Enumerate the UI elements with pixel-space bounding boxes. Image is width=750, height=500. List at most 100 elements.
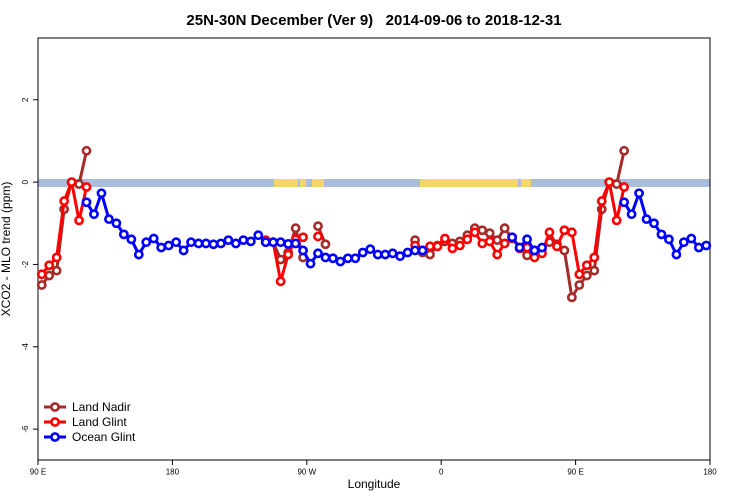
x-tick-label: 180 [703, 468, 717, 477]
data-point [634, 188, 644, 199]
data-point [387, 248, 398, 259]
data-point [342, 253, 353, 264]
data-point [81, 197, 92, 208]
data-point [432, 241, 443, 252]
data-point [59, 196, 70, 206]
data-point [425, 241, 435, 252]
data-point [178, 245, 189, 256]
data-point [484, 236, 495, 247]
data-point [425, 249, 435, 260]
data-point [350, 253, 361, 264]
land-mask [38, 179, 710, 187]
data-point [328, 253, 338, 264]
land-band [300, 179, 306, 187]
data-point [619, 182, 630, 192]
data-point [320, 239, 331, 250]
y-tick-label: -4 [21, 343, 30, 351]
data-point [186, 237, 196, 248]
data-point [529, 245, 540, 256]
data-point [156, 242, 167, 253]
legend-label: Ocean Glint [72, 430, 136, 444]
legend-marker [50, 402, 60, 412]
data-point [126, 234, 137, 245]
data-point [619, 145, 630, 156]
data-point [275, 237, 286, 248]
data-point [440, 233, 450, 244]
data-point [148, 233, 159, 244]
data-point [499, 223, 510, 234]
data-point [313, 221, 323, 232]
x-tick-label: 180 [166, 468, 180, 477]
data-point [664, 234, 674, 245]
data-point [81, 182, 92, 192]
data-point [313, 248, 323, 259]
data-point [589, 265, 600, 276]
data-point [238, 235, 249, 246]
data-point [283, 238, 294, 249]
data-point [454, 240, 465, 251]
data-point [305, 258, 316, 269]
data-point [313, 231, 323, 242]
legend-label: Land Glint [72, 415, 127, 429]
y-tick-label: 2 [21, 97, 30, 102]
data-point [619, 197, 630, 208]
ocean-band [38, 179, 710, 187]
data-point [36, 280, 47, 290]
data-point [298, 245, 308, 256]
data-point [559, 225, 570, 236]
data-point [365, 244, 376, 255]
data-point [245, 236, 256, 247]
data-point [701, 240, 712, 251]
data-point [357, 247, 368, 258]
data-point [686, 233, 697, 244]
data-point [611, 215, 622, 226]
data-point [133, 249, 144, 260]
data-point [477, 238, 488, 249]
legend-marker [50, 417, 60, 427]
chart-title: 25N-30N December (Ver 9) 2014-09-06 to 2… [186, 12, 561, 29]
data-point [104, 214, 114, 225]
data-point [499, 238, 510, 249]
plot-frame [37, 37, 711, 461]
data-point [581, 270, 592, 281]
data-point [268, 237, 279, 248]
data-point [447, 243, 458, 254]
data-point [469, 227, 480, 238]
land-band [420, 179, 518, 187]
data-point [589, 252, 600, 263]
data-point [96, 188, 107, 199]
data-point [611, 179, 622, 190]
data-point [208, 239, 219, 250]
data-point [36, 269, 47, 280]
data-point [693, 242, 704, 253]
legend-label: Land Nadir [72, 400, 131, 414]
data-point [275, 276, 286, 287]
data-point [290, 223, 301, 234]
data-point [171, 237, 182, 248]
data-point [559, 245, 570, 256]
data-point [566, 292, 577, 303]
land-band [312, 179, 324, 187]
data-point [507, 232, 518, 243]
data-point [201, 238, 211, 249]
y-tick-label: 0 [21, 179, 30, 184]
data-point [223, 235, 234, 246]
data-point [649, 218, 659, 229]
data-point [484, 228, 495, 239]
data-point [260, 237, 271, 248]
data-point [372, 249, 383, 260]
data-point [566, 227, 577, 238]
x-axis-label: Longitude [348, 477, 401, 491]
data-point [641, 214, 652, 225]
data-point [514, 242, 525, 253]
series [81, 188, 712, 269]
x-tick-label: 90 W [297, 468, 316, 477]
data-point [552, 241, 562, 252]
y-tick-label: -6 [21, 425, 30, 433]
data-point [66, 177, 77, 187]
data-point [230, 238, 241, 249]
data-point [544, 227, 555, 238]
data-point [51, 265, 62, 276]
data-point [596, 196, 607, 206]
data-point [253, 230, 264, 241]
